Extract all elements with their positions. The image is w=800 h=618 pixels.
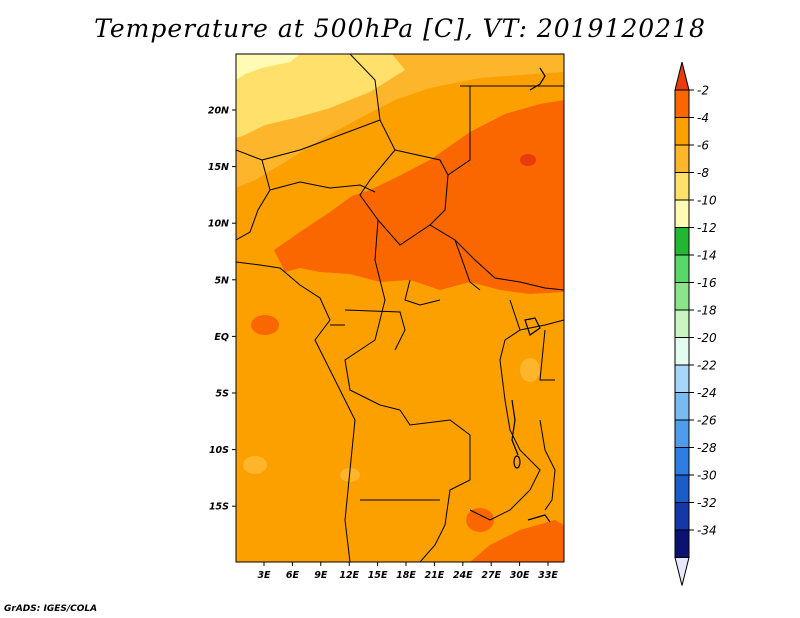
colorbar-label: -18 [697,304,717,318]
colorbar-cell [674,474,690,503]
colorbar-cell [674,364,690,393]
lat-label: 5S [216,389,230,400]
country-borders [236,54,564,562]
colorbar-cell [674,254,690,283]
lat-label: 5N [214,275,229,286]
colorbar-cell [674,144,690,173]
field-patch [520,358,540,382]
colorbar: -2 -4 -6 -8 -10 -12 -14 -16 -18 -20 -22 -24 -26 -28 -3… [674,61,717,586]
colorbar-cell [674,199,690,228]
field-band-warm [274,100,564,294]
lon-label: 12E [339,570,359,581]
colorbar-cell [674,392,690,421]
colorbar-cell [674,282,690,311]
lon-label: 33E [538,570,558,581]
lon-label: 6E [286,570,300,581]
colorbar-label: -34 [697,524,717,538]
colorbar-label: -26 [697,414,717,428]
lakes-outline [511,67,551,523]
colorbar-cell [674,447,690,476]
colorbar-label: -24 [697,386,717,400]
lat-label: 15S [209,502,229,513]
temperature-field [236,54,564,562]
lat-label: 15N [208,162,229,173]
map-title: Temperature at 500hPa [C], VT: 201912021… [94,14,706,43]
colorbar-label: -14 [697,249,717,263]
colorbar-cell [674,502,690,531]
colorbar-label: -6 [697,139,709,153]
lon-label: 9E [314,570,328,581]
colorbar-label: -28 [697,441,717,455]
lat-label: EQ [214,332,229,343]
plot-frame [235,53,565,563]
lon-label: 24E [453,570,473,581]
colorbar-cell [674,309,690,338]
colorbar-label: -12 [697,221,717,235]
lat-label: 10N [208,219,229,230]
colorbar-label: -16 [697,276,717,290]
lat-label: 10S [209,445,229,456]
field-patch-southeast [470,520,564,562]
colorbar-cell [674,529,690,558]
lon-label: 27E [481,570,501,581]
lon-label: 21E [425,570,445,581]
colorbar-cell [674,117,690,146]
longitude-axis: 3E 6E 9E 12E 15E 18E 21E 24E 27E 30E 33E [257,562,558,581]
colorbar-label: -10 [697,194,717,208]
field-band-northwest [236,54,405,138]
colorbar-label: -2 [697,84,709,98]
colorbar-top-arrow [674,61,690,91]
field-patch [251,315,279,335]
lon-label: 15E [368,570,388,581]
colorbar-bottom-arrow [674,557,690,586]
field-patch [243,456,267,474]
colorbar-cell [674,419,690,448]
colorbar-cell [674,227,690,256]
colorbar-label: -4 [697,111,709,125]
colorbar-label: -20 [697,331,717,345]
field-band-coldest [236,54,300,80]
colorbar-label: -8 [697,166,709,180]
grads-credit: GrADS: IGES/COLA [4,604,98,614]
lon-label: 18E [396,570,416,581]
lon-label: 30E [510,570,530,581]
colorbar-label: -30 [697,469,717,483]
colorbar-label: -22 [697,359,717,373]
colorbar-cell [674,337,690,366]
lon-label: 3E [257,570,271,581]
field-warm-spot [520,154,536,166]
colorbar-cell [674,172,690,201]
colorbar-label: -32 [697,496,717,510]
colorbar-cell [674,89,690,118]
lat-label: 20N [208,106,229,117]
latitude-axis: 20N 15N 10N 5N EQ 5S 10S 15S [208,106,236,513]
field-patch [466,508,494,532]
